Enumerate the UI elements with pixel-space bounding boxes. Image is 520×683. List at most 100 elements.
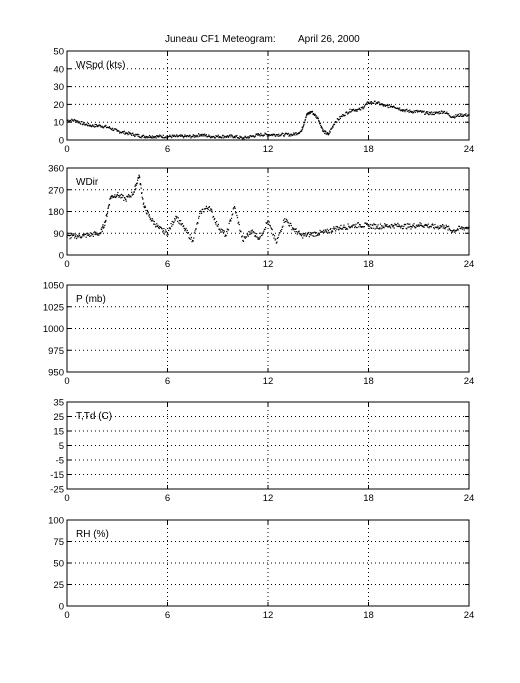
data-point xyxy=(231,134,233,137)
data-point xyxy=(427,223,429,225)
data-point xyxy=(276,134,279,136)
data-point xyxy=(312,232,315,234)
data-point xyxy=(100,228,103,231)
data-point xyxy=(406,108,408,110)
data-point xyxy=(69,119,72,122)
data-point xyxy=(396,225,398,228)
data-point xyxy=(263,230,265,232)
data-point xyxy=(425,112,427,114)
data-point xyxy=(242,137,245,139)
data-point xyxy=(248,137,250,139)
x-tick-label: 18 xyxy=(363,610,374,621)
data-point xyxy=(407,223,410,225)
data-point xyxy=(343,224,345,226)
data-point xyxy=(388,104,390,106)
data-point xyxy=(80,123,82,125)
data-point xyxy=(122,131,124,133)
data-point xyxy=(82,234,84,236)
data-point xyxy=(95,233,97,235)
data-point xyxy=(410,110,412,113)
data-point xyxy=(245,236,248,238)
data-point xyxy=(288,225,291,227)
data-point xyxy=(128,131,130,133)
data-point xyxy=(218,228,221,230)
data-point xyxy=(167,234,169,236)
panel-label: RH (%) xyxy=(76,529,109,540)
data-point xyxy=(432,111,434,113)
data-point xyxy=(142,198,144,200)
data-point xyxy=(388,225,391,227)
data-point xyxy=(93,126,96,128)
data-point xyxy=(133,134,135,136)
data-point xyxy=(256,236,258,238)
data-point xyxy=(68,120,70,122)
data-point xyxy=(169,227,171,229)
data-point xyxy=(122,194,124,196)
data-point xyxy=(77,234,79,237)
data-point xyxy=(406,223,408,225)
data-point xyxy=(460,115,462,117)
data-point xyxy=(142,134,145,136)
data-point xyxy=(409,225,412,228)
data-point xyxy=(204,134,206,136)
x-tick-label: 12 xyxy=(263,376,274,387)
data-point xyxy=(172,135,175,138)
data-point xyxy=(315,232,318,234)
data-point xyxy=(299,132,301,134)
data-point xyxy=(372,224,374,226)
data-point xyxy=(312,113,314,115)
data-point xyxy=(200,212,203,214)
data-point xyxy=(287,133,289,136)
data-point xyxy=(96,125,99,128)
data-point xyxy=(198,134,200,136)
data-point xyxy=(227,136,230,138)
data-point xyxy=(299,232,301,235)
data-point xyxy=(105,214,107,216)
data-point xyxy=(285,221,287,223)
data-point xyxy=(351,226,353,228)
data-point xyxy=(114,194,116,196)
data-point xyxy=(98,234,100,236)
data-point xyxy=(466,226,468,229)
data-point xyxy=(284,134,286,136)
data-point xyxy=(235,211,237,214)
data-point xyxy=(233,135,236,138)
data-point xyxy=(317,116,319,118)
data-point xyxy=(205,207,207,210)
data-point xyxy=(238,221,240,223)
data-point xyxy=(400,109,403,112)
data-point xyxy=(144,205,146,207)
data-point xyxy=(322,128,324,130)
figure-title: Juneau CF1 Meteogram: xyxy=(165,34,276,45)
data-point xyxy=(206,207,209,210)
data-point xyxy=(311,232,313,234)
x-tick-label: 24 xyxy=(464,376,475,387)
data-point xyxy=(180,224,182,226)
data-point xyxy=(367,224,369,226)
data-point xyxy=(138,177,140,179)
data-point xyxy=(467,227,470,230)
data-point xyxy=(144,206,147,208)
data-point xyxy=(426,224,428,227)
data-point xyxy=(157,135,159,137)
data-point xyxy=(375,227,377,229)
data-point xyxy=(229,219,231,221)
data-point xyxy=(466,115,468,117)
data-point xyxy=(132,193,135,195)
x-tick-label: 24 xyxy=(464,493,475,504)
data-point xyxy=(106,212,108,215)
data-point xyxy=(67,119,69,121)
data-point xyxy=(293,133,295,135)
data-point xyxy=(468,226,470,228)
data-point xyxy=(436,111,438,113)
data-point xyxy=(305,116,307,118)
data-point xyxy=(178,222,180,224)
data-point xyxy=(127,134,129,136)
data-point xyxy=(381,227,383,229)
data-point xyxy=(287,221,289,223)
data-point xyxy=(136,179,139,181)
data-point xyxy=(428,114,430,116)
data-point xyxy=(217,223,219,225)
data-point xyxy=(86,232,88,234)
data-point xyxy=(94,123,96,126)
